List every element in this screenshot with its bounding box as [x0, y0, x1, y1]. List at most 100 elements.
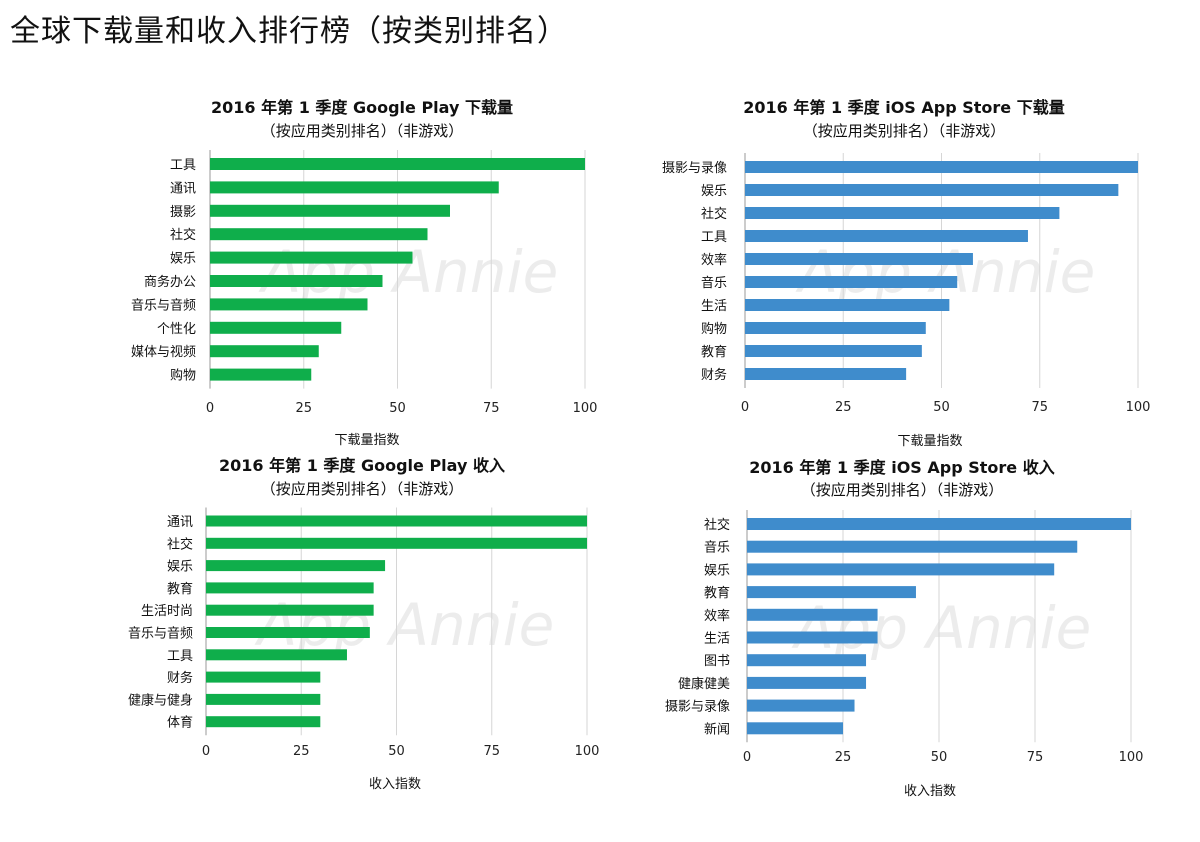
tick-label-gp-revenue-3: 75 — [483, 744, 500, 759]
tick-label-gp-downloads-1: 25 — [295, 401, 312, 416]
bar-gp-downloads-4 — [210, 251, 413, 264]
category-label-ios-revenue-3: 教育 — [704, 585, 730, 601]
chart-subtitle-gp-revenue: （按应用类别排名）（非游戏） — [261, 480, 464, 498]
chart-gp-downloads: App Annie 2016 年第 1 季度 Google Play 下载量 （按应… — [131, 98, 598, 448]
watermark-gp-downloads: App Annie — [258, 238, 559, 306]
category-label-gp-revenue-0: 通讯 — [167, 515, 193, 530]
bar-ios-revenue-5 — [747, 631, 878, 644]
category-label-ios-downloads-5: 音乐 — [701, 275, 727, 291]
tick-label-ios-revenue-2: 50 — [931, 750, 948, 765]
category-label-ios-downloads-2: 社交 — [701, 206, 727, 222]
tick-label-ios-downloads-3: 75 — [1031, 400, 1048, 415]
chart-subtitle-gp-downloads: （按应用类别排名）（非游戏） — [261, 122, 464, 140]
bar-gp-downloads-1 — [210, 181, 499, 194]
watermark-gp-revenue: App Annie — [254, 591, 555, 659]
chart-subtitle-ios-downloads: （按应用类别排名）（非游戏） — [803, 122, 1006, 140]
category-label-ios-revenue-1: 音乐 — [704, 540, 730, 556]
bar-ios-downloads-6 — [745, 299, 950, 311]
category-label-ios-downloads-6: 生活 — [701, 299, 727, 314]
category-label-gp-downloads-3: 社交 — [170, 227, 196, 243]
bar-ios-downloads-2 — [745, 207, 1060, 219]
x-axis-title-gp-revenue: 收入指数 — [369, 777, 421, 792]
bar-gp-revenue-4 — [206, 604, 374, 616]
category-label-gp-downloads-7: 个性化 — [157, 322, 196, 337]
category-label-ios-revenue-7: 健康健美 — [678, 676, 730, 692]
bar-gp-revenue-6 — [206, 649, 347, 661]
category-label-gp-downloads-9: 购物 — [170, 368, 196, 384]
bar-ios-revenue-7 — [747, 676, 867, 689]
category-label-ios-downloads-1: 娱乐 — [701, 184, 727, 199]
category-label-ios-revenue-2: 娱乐 — [704, 563, 730, 578]
bar-gp-revenue-8 — [206, 693, 321, 705]
tick-label-gp-downloads-4: 100 — [573, 401, 598, 416]
category-label-gp-revenue-2: 娱乐 — [167, 560, 193, 575]
tick-label-gp-revenue-2: 50 — [388, 744, 405, 759]
category-label-gp-revenue-1: 社交 — [167, 536, 193, 552]
bar-ios-downloads-7 — [745, 322, 926, 334]
page-title: 全球下载量和收入排行榜（按类别排名） — [10, 14, 568, 49]
tick-label-gp-downloads-2: 50 — [389, 401, 406, 416]
category-label-gp-revenue-3: 教育 — [167, 581, 193, 597]
bar-gp-downloads-5 — [210, 275, 383, 287]
category-label-ios-revenue-9: 新闻 — [704, 721, 730, 737]
tick-label-gp-revenue-1: 25 — [293, 744, 310, 759]
tick-label-ios-downloads-2: 50 — [933, 400, 950, 415]
bar-gp-downloads-0 — [210, 158, 585, 170]
tick-label-ios-revenue-3: 75 — [1027, 750, 1044, 765]
category-label-gp-downloads-4: 娱乐 — [170, 252, 196, 267]
tick-label-ios-revenue-0: 0 — [743, 750, 751, 765]
category-label-gp-downloads-8: 媒体与视频 — [131, 345, 196, 360]
tick-label-ios-revenue-1: 25 — [835, 750, 852, 765]
bar-ios-downloads-4 — [745, 253, 973, 265]
tick-label-gp-revenue-4: 100 — [575, 744, 600, 759]
category-label-ios-revenue-8: 摄影与录像 — [665, 700, 730, 715]
category-label-ios-downloads-3: 工具 — [701, 230, 727, 245]
bar-gp-downloads-3 — [210, 228, 428, 241]
bar-ios-downloads-8 — [745, 345, 922, 357]
chart-title-gp-downloads: 2016 年第 1 季度 Google Play 下载量 — [211, 98, 513, 117]
chart-ios-revenue: App Annie 2016 年第 1 季度 iOS App Store 收入 （按… — [665, 458, 1144, 799]
chart-subtitle-ios-revenue: （按应用类别排名）（非游戏） — [801, 481, 1004, 499]
chart-title-ios-revenue: 2016 年第 1 季度 iOS App Store 收入 — [749, 458, 1054, 477]
bar-ios-revenue-3 — [747, 586, 916, 599]
category-label-ios-downloads-9: 财务 — [701, 367, 727, 383]
bar-gp-revenue-0 — [206, 515, 587, 527]
x-axis-title-gp-downloads: 下载量指数 — [334, 433, 399, 448]
category-label-ios-revenue-0: 社交 — [704, 517, 730, 533]
bar-gp-downloads-8 — [210, 345, 319, 358]
bar-ios-revenue-1 — [747, 540, 1078, 553]
bar-ios-downloads-0 — [745, 161, 1138, 173]
category-label-gp-revenue-6: 工具 — [167, 649, 193, 664]
tick-label-ios-revenue-4: 100 — [1119, 750, 1144, 765]
category-label-ios-downloads-4: 效率 — [701, 252, 727, 268]
bar-ios-downloads-3 — [745, 230, 1028, 242]
category-label-gp-revenue-8: 健康与健身 — [128, 692, 193, 708]
category-label-ios-downloads-8: 教育 — [701, 344, 727, 360]
bar-gp-revenue-5 — [206, 627, 370, 638]
category-label-gp-downloads-1: 通讯 — [170, 181, 196, 196]
bar-ios-downloads-5 — [745, 276, 958, 288]
category-label-gp-revenue-5: 音乐与音频 — [128, 626, 193, 642]
bar-ios-downloads-1 — [745, 184, 1119, 196]
bar-gp-revenue-1 — [206, 537, 587, 549]
watermark-ios-revenue: App Annie — [791, 594, 1092, 662]
category-label-gp-revenue-7: 财务 — [167, 670, 193, 686]
category-label-ios-revenue-4: 效率 — [704, 608, 730, 624]
watermark-ios-downloads: App Annie — [795, 238, 1096, 306]
tick-label-gp-revenue-0: 0 — [202, 744, 210, 759]
bar-gp-downloads-7 — [210, 321, 342, 334]
x-axis-title-ios-downloads: 下载量指数 — [897, 434, 962, 449]
bar-ios-revenue-8 — [747, 699, 855, 712]
bar-gp-revenue-7 — [206, 671, 321, 683]
tick-label-ios-downloads-4: 100 — [1126, 400, 1151, 415]
category-label-gp-downloads-2: 摄影 — [170, 205, 196, 220]
bar-ios-revenue-0 — [747, 518, 1131, 530]
bar-ios-downloads-9 — [745, 368, 907, 380]
tick-label-gp-downloads-3: 75 — [483, 401, 500, 416]
chart-title-gp-revenue: 2016 年第 1 季度 Google Play 收入 — [219, 456, 505, 475]
bar-gp-downloads-6 — [210, 298, 368, 311]
category-label-ios-revenue-5: 生活 — [704, 632, 730, 647]
bar-gp-revenue-3 — [206, 582, 374, 594]
category-label-gp-downloads-6: 音乐与音频 — [131, 297, 196, 313]
chart-ios-downloads: App Annie 2016 年第 1 季度 iOS App Store 下载量 （… — [662, 98, 1151, 449]
